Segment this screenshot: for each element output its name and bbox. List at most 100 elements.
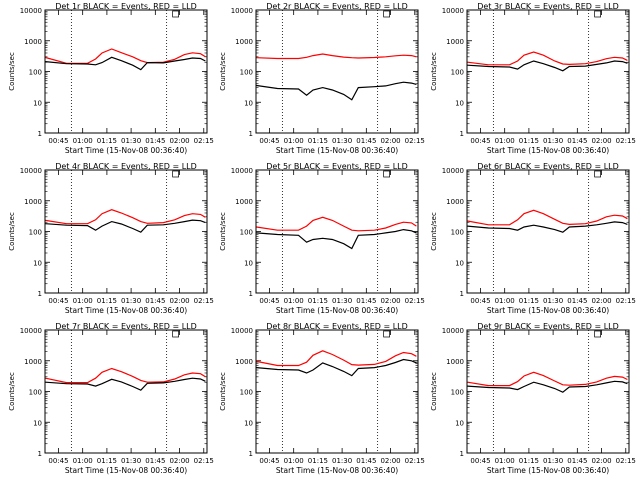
x-tick-label: 01:00 — [495, 457, 515, 465]
y-tick-label: 1000 — [446, 358, 464, 366]
y-tick-label: 10 — [33, 259, 42, 267]
x-tick-label: 02:15 — [616, 137, 636, 145]
x-tick-label: 02:15 — [405, 137, 425, 145]
x-tick-label: 02:00 — [169, 297, 189, 305]
events-series-line — [467, 380, 628, 393]
y-axis-label: Counts/sec — [430, 372, 438, 411]
y-tick-label: 10 — [455, 99, 464, 107]
lld-series-line — [256, 350, 417, 367]
plot-frame — [466, 329, 630, 454]
x-tick-label: 01:45 — [356, 137, 376, 145]
panel-title: Det 8r BLACK = Events, RED = LLD — [266, 322, 408, 331]
x-tick-label: 01:45 — [145, 137, 165, 145]
x-tick-label: 02:15 — [616, 297, 636, 305]
events-series-line — [467, 60, 628, 72]
panel-title: Det 3r BLACK = Events, RED = LLD — [477, 2, 619, 11]
x-axis-label: Start Time (15-Nov-08 00:36:40) — [276, 466, 398, 475]
y-tick-label: 10000 — [231, 7, 253, 15]
y-axis-label: Counts/sec — [430, 52, 438, 91]
y-axis-label: Counts/sec — [219, 52, 227, 91]
y-tick-label: 10000 — [442, 167, 464, 175]
x-tick-label: 00:45 — [259, 297, 279, 305]
y-tick-label: 1 — [38, 290, 42, 298]
y-tick-label: 100 — [29, 389, 42, 397]
x-tick-label: 00:45 — [470, 297, 490, 305]
x-axis-label: Start Time (15-Nov-08 00:36:40) — [487, 306, 609, 315]
lld-series-line — [256, 53, 417, 60]
x-tick-label: 02:15 — [194, 137, 214, 145]
panel-det-3: Det 3r BLACK = Events, RED = LLD 1 10 100 10… — [430, 2, 636, 155]
x-tick-label: 02:00 — [169, 137, 189, 145]
y-axis-label: Counts/sec — [430, 212, 438, 251]
x-tick-label: 01:45 — [145, 297, 165, 305]
events-series-line — [45, 219, 206, 233]
y-axis-label: Counts/sec — [8, 372, 16, 411]
x-tick-label: 01:45 — [567, 137, 587, 145]
x-tick-label: 02:00 — [591, 457, 611, 465]
y-tick-label: 10 — [244, 259, 253, 267]
x-tick-label: 01:00 — [73, 297, 93, 305]
x-tick-label: 00:45 — [470, 457, 490, 465]
x-tick-label: 02:00 — [169, 457, 189, 465]
x-tick-label: 02:15 — [194, 457, 214, 465]
y-tick-label: 1000 — [446, 198, 464, 206]
events-series-line — [467, 221, 628, 233]
panel-det-1: Det 1r BLACK = Events, RED = LLD 1 10 100 10… — [8, 2, 214, 155]
small-box-marker — [594, 170, 601, 178]
x-tick-label: 01:45 — [145, 457, 165, 465]
x-axis-label: Start Time (15-Nov-08 00:36:40) — [65, 146, 187, 155]
y-tick-label: 1000 — [24, 38, 42, 46]
panel-det-2: Det 2r BLACK = Events, RED = LLD 1 10 100 10… — [219, 2, 425, 155]
panel-det-7: Det 7r BLACK = Events, RED = LLD 1 10 100 10… — [8, 322, 214, 475]
x-tick-label: 01:00 — [495, 297, 515, 305]
y-axis-label: Counts/sec — [219, 212, 227, 251]
x-tick-label: 01:30 — [121, 297, 141, 305]
x-tick-label: 01:30 — [332, 297, 352, 305]
lld-series-line — [45, 48, 206, 64]
x-tick-label: 01:30 — [543, 457, 563, 465]
x-tick-label: 00:45 — [259, 457, 279, 465]
y-tick-label: 100 — [29, 69, 42, 77]
y-tick-label: 1000 — [235, 358, 253, 366]
x-tick-label: 01:45 — [567, 457, 587, 465]
x-tick-label: 00:45 — [48, 297, 68, 305]
y-tick-label: 10000 — [231, 327, 253, 335]
x-tick-label: 01:00 — [284, 137, 304, 145]
y-tick-label: 100 — [240, 229, 253, 237]
x-tick-label: 01:15 — [519, 457, 539, 465]
y-tick-label: 10000 — [20, 167, 42, 175]
x-tick-label: 00:45 — [470, 137, 490, 145]
x-tick-label: 02:00 — [380, 297, 400, 305]
x-tick-label: 02:15 — [405, 457, 425, 465]
x-tick-label: 01:15 — [97, 297, 117, 305]
x-tick-label: 02:00 — [380, 457, 400, 465]
events-series-line — [256, 228, 417, 250]
y-tick-label: 1000 — [235, 38, 253, 46]
panel-title: Det 7r BLACK = Events, RED = LLD — [55, 322, 197, 331]
small-box-marker — [594, 10, 601, 18]
x-tick-label: 00:45 — [259, 137, 279, 145]
x-tick-label: 01:30 — [543, 297, 563, 305]
y-tick-label: 1000 — [446, 38, 464, 46]
x-tick-label: 01:00 — [284, 297, 304, 305]
panel-title: Det 6r BLACK = Events, RED = LLD — [477, 162, 619, 171]
y-tick-label: 1000 — [235, 198, 253, 206]
panel-det-4: Det 4r BLACK = Events, RED = LLD 1 10 100 10… — [8, 162, 214, 315]
events-series-line — [256, 358, 417, 377]
panel-title: Det 9r BLACK = Events, RED = LLD — [477, 322, 619, 331]
plot-frame — [44, 169, 208, 294]
x-tick-label: 01:15 — [308, 137, 328, 145]
x-tick-label: 01:00 — [73, 137, 93, 145]
x-axis-label: Start Time (15-Nov-08 00:36:40) — [487, 146, 609, 155]
y-tick-label: 100 — [451, 69, 464, 77]
y-axis-label: Counts/sec — [8, 212, 16, 251]
y-tick-label: 10000 — [231, 167, 253, 175]
x-axis-label: Start Time (15-Nov-08 00:36:40) — [487, 466, 609, 475]
lld-series-line — [467, 209, 628, 226]
x-tick-label: 02:00 — [380, 137, 400, 145]
events-series-line — [45, 56, 206, 71]
x-tick-label: 01:30 — [332, 457, 352, 465]
x-tick-label: 01:15 — [308, 297, 328, 305]
x-tick-label: 01:15 — [519, 297, 539, 305]
